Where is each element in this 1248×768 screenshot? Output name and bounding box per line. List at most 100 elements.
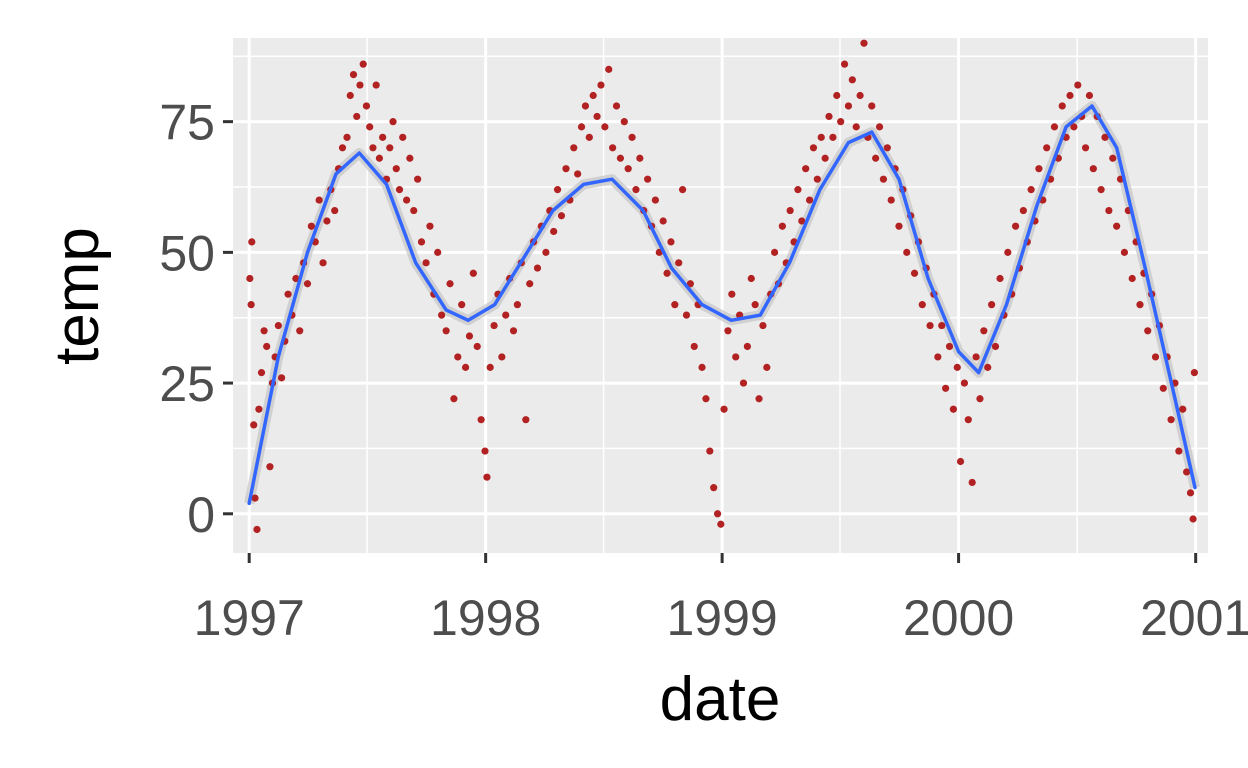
data-point bbox=[960, 379, 969, 387]
data-point bbox=[442, 327, 450, 335]
data-point bbox=[1128, 274, 1136, 283]
data-point bbox=[628, 133, 636, 141]
data-point bbox=[403, 196, 411, 204]
data-point bbox=[895, 222, 903, 230]
data-point bbox=[759, 321, 767, 330]
data-point bbox=[720, 405, 728, 413]
data-point bbox=[379, 133, 387, 141]
data-point bbox=[713, 510, 722, 518]
data-point bbox=[1089, 165, 1097, 173]
data-point bbox=[247, 301, 255, 309]
data-point bbox=[593, 112, 601, 121]
data-point bbox=[844, 102, 853, 110]
data-point bbox=[1004, 248, 1012, 256]
data-point bbox=[386, 144, 394, 152]
y-tick-label: 75 bbox=[159, 95, 215, 151]
data-point bbox=[246, 274, 254, 283]
data-point bbox=[770, 248, 779, 256]
data-point bbox=[988, 301, 996, 309]
data-point bbox=[778, 222, 786, 230]
y-tick-label: 0 bbox=[187, 487, 215, 543]
x-axis-title: date bbox=[660, 665, 781, 734]
data-point bbox=[331, 206, 339, 215]
data-point bbox=[964, 416, 972, 424]
data-point bbox=[461, 363, 470, 371]
data-point bbox=[450, 395, 458, 403]
data-point bbox=[372, 81, 380, 89]
data-point bbox=[1074, 81, 1082, 89]
data-point bbox=[597, 81, 605, 89]
data-point bbox=[829, 133, 837, 141]
data-point bbox=[469, 269, 477, 277]
data-point bbox=[980, 327, 988, 335]
data-point bbox=[1027, 186, 1035, 194]
y-axis-title: temp bbox=[43, 227, 112, 365]
data-point bbox=[251, 494, 259, 502]
data-point bbox=[926, 321, 934, 330]
data-point bbox=[1019, 206, 1027, 215]
data-point bbox=[509, 327, 518, 335]
data-point bbox=[522, 416, 530, 424]
data-point bbox=[577, 123, 586, 131]
data-point bbox=[682, 311, 691, 319]
data-point bbox=[675, 259, 683, 267]
data-point bbox=[1144, 327, 1152, 335]
data-point bbox=[724, 327, 732, 335]
data-point bbox=[1175, 447, 1183, 455]
data-point bbox=[624, 165, 632, 173]
data-point bbox=[581, 102, 590, 110]
data-point bbox=[410, 206, 418, 215]
y-tick-label: 25 bbox=[159, 356, 215, 412]
data-point bbox=[805, 196, 814, 204]
data-point bbox=[1189, 515, 1197, 523]
data-point bbox=[356, 81, 364, 89]
data-point bbox=[362, 102, 371, 110]
x-tick-label: 2001 bbox=[1140, 590, 1248, 646]
x-tick-label: 1999 bbox=[667, 590, 778, 646]
data-point bbox=[601, 123, 609, 131]
data-point bbox=[763, 363, 771, 371]
data-point bbox=[1109, 154, 1117, 162]
data-point bbox=[706, 447, 714, 455]
data-point bbox=[438, 311, 446, 319]
data-point bbox=[956, 457, 965, 466]
data-point bbox=[1159, 384, 1167, 392]
data-point bbox=[751, 301, 759, 309]
data-point bbox=[338, 144, 347, 152]
data-point bbox=[743, 342, 751, 351]
data-point bbox=[296, 327, 304, 335]
data-point bbox=[938, 321, 946, 330]
data-point bbox=[728, 290, 736, 298]
smooth-line-group bbox=[247, 104, 1197, 506]
data-point bbox=[375, 154, 384, 162]
data-point bbox=[852, 123, 860, 131]
data-point bbox=[481, 447, 489, 455]
data-point bbox=[1097, 186, 1105, 194]
data-point bbox=[887, 196, 895, 204]
data-point bbox=[307, 222, 315, 230]
data-point bbox=[483, 473, 491, 481]
data-point bbox=[473, 342, 481, 351]
data-point bbox=[879, 175, 888, 183]
data-point bbox=[426, 222, 434, 230]
data-point bbox=[991, 342, 1000, 351]
plot-panel bbox=[233, 38, 1208, 553]
data-point bbox=[679, 186, 687, 194]
x-tick-label: 2000 bbox=[903, 590, 1014, 646]
data-point bbox=[651, 196, 659, 204]
data-point bbox=[1186, 489, 1195, 497]
data-point bbox=[366, 123, 374, 131]
data-point bbox=[257, 369, 266, 377]
data-point bbox=[883, 144, 891, 152]
data-point bbox=[798, 217, 806, 225]
data-point bbox=[903, 248, 911, 256]
data-point bbox=[945, 342, 954, 351]
data-point bbox=[399, 133, 407, 141]
data-point bbox=[918, 301, 926, 309]
data-point bbox=[263, 342, 271, 351]
data-point bbox=[856, 91, 864, 100]
data-point bbox=[458, 301, 466, 309]
data-point bbox=[303, 280, 312, 288]
data-point bbox=[277, 374, 286, 382]
data-point bbox=[636, 154, 644, 162]
